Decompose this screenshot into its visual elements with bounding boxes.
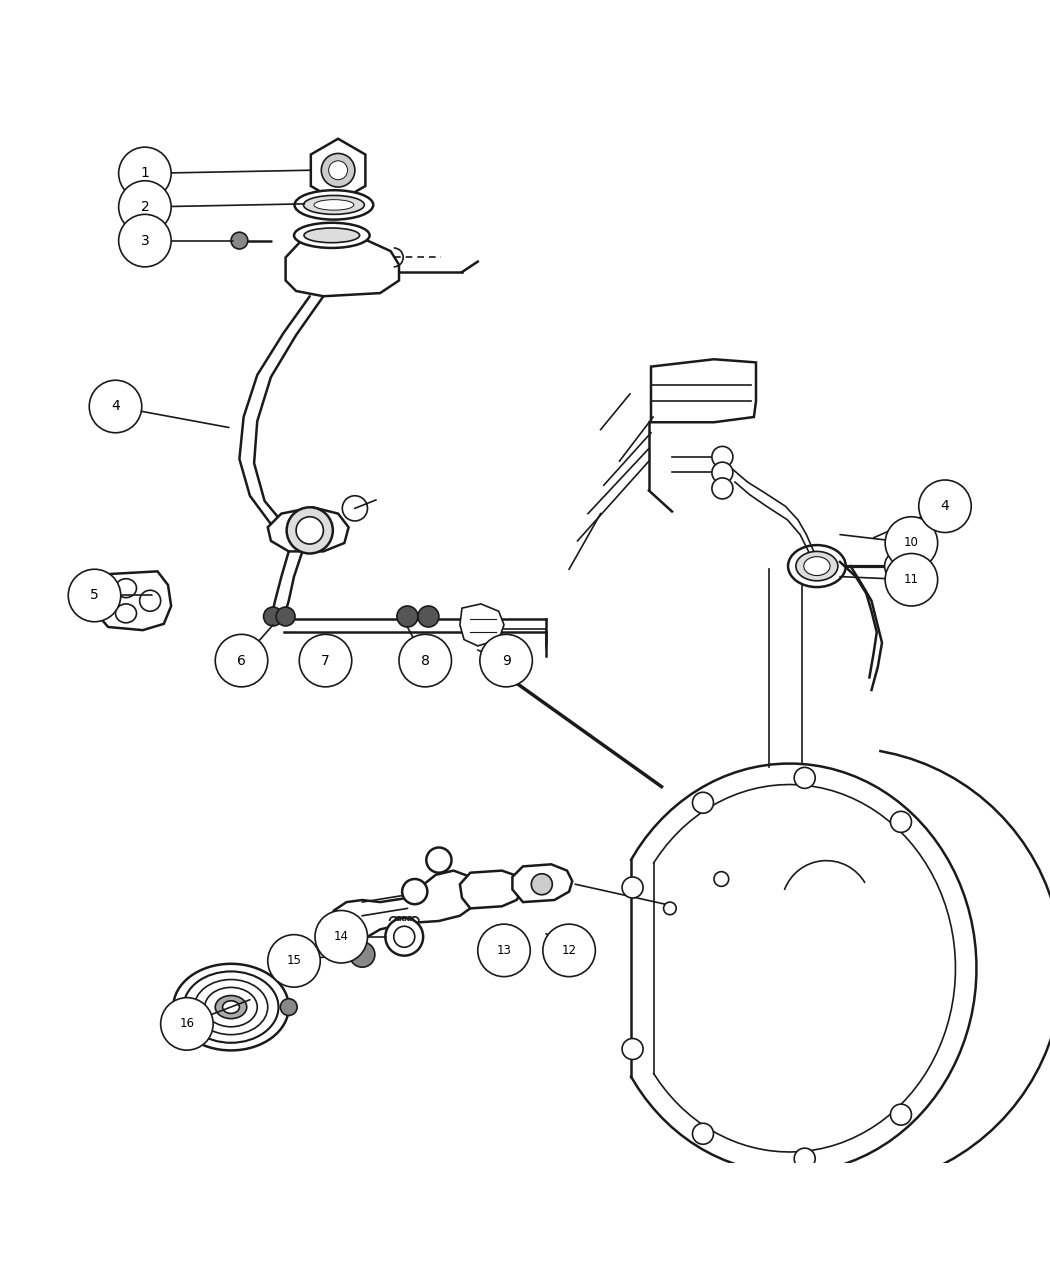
Circle shape xyxy=(402,878,427,904)
Polygon shape xyxy=(311,139,365,201)
Text: 15: 15 xyxy=(287,955,301,968)
Circle shape xyxy=(399,635,452,687)
Polygon shape xyxy=(94,571,171,630)
Circle shape xyxy=(315,910,368,963)
Circle shape xyxy=(622,1039,643,1060)
Ellipse shape xyxy=(314,200,354,210)
Circle shape xyxy=(342,496,368,521)
Text: 2: 2 xyxy=(141,200,149,214)
Circle shape xyxy=(140,590,161,611)
Circle shape xyxy=(693,1123,714,1144)
Circle shape xyxy=(350,942,375,968)
Circle shape xyxy=(478,924,530,977)
Ellipse shape xyxy=(194,979,268,1035)
Ellipse shape xyxy=(294,223,370,247)
Circle shape xyxy=(268,935,320,987)
Circle shape xyxy=(280,998,297,1015)
Text: 9: 9 xyxy=(502,654,510,668)
Circle shape xyxy=(321,153,355,187)
Circle shape xyxy=(276,607,295,626)
Text: 4: 4 xyxy=(941,500,949,514)
Circle shape xyxy=(394,926,415,947)
Polygon shape xyxy=(268,507,349,551)
Text: 7: 7 xyxy=(321,654,330,668)
Circle shape xyxy=(68,569,121,622)
Text: 6: 6 xyxy=(237,654,246,668)
Circle shape xyxy=(231,232,248,249)
Circle shape xyxy=(885,553,938,606)
Ellipse shape xyxy=(184,972,278,1043)
Circle shape xyxy=(531,873,552,895)
Ellipse shape xyxy=(173,964,289,1051)
Polygon shape xyxy=(286,241,399,296)
Circle shape xyxy=(329,161,348,180)
Ellipse shape xyxy=(294,190,374,219)
Circle shape xyxy=(119,147,171,200)
Ellipse shape xyxy=(303,195,364,214)
Ellipse shape xyxy=(184,972,278,1043)
Text: 13: 13 xyxy=(497,944,511,958)
Text: 4: 4 xyxy=(111,399,120,413)
Polygon shape xyxy=(460,871,523,908)
Polygon shape xyxy=(651,360,756,422)
Text: 10: 10 xyxy=(904,537,919,550)
Circle shape xyxy=(287,507,333,553)
Ellipse shape xyxy=(215,996,247,1019)
Circle shape xyxy=(890,1104,911,1125)
Circle shape xyxy=(712,462,733,483)
Circle shape xyxy=(264,607,282,626)
Circle shape xyxy=(119,214,171,266)
Circle shape xyxy=(712,446,733,468)
Circle shape xyxy=(119,181,171,233)
Circle shape xyxy=(794,1148,815,1169)
Circle shape xyxy=(714,872,729,886)
Ellipse shape xyxy=(205,987,257,1026)
Circle shape xyxy=(890,811,911,833)
Ellipse shape xyxy=(194,979,268,1035)
Ellipse shape xyxy=(796,551,838,581)
Circle shape xyxy=(418,606,439,627)
Text: 14: 14 xyxy=(334,931,349,944)
Ellipse shape xyxy=(788,546,846,587)
Circle shape xyxy=(664,903,676,914)
Circle shape xyxy=(397,606,418,627)
Text: 3: 3 xyxy=(141,233,149,247)
Circle shape xyxy=(385,918,423,956)
Circle shape xyxy=(426,848,452,872)
Polygon shape xyxy=(460,604,504,646)
Circle shape xyxy=(712,478,733,499)
Ellipse shape xyxy=(116,579,136,598)
Circle shape xyxy=(794,768,815,788)
Text: 8: 8 xyxy=(421,654,429,668)
Circle shape xyxy=(215,635,268,687)
Circle shape xyxy=(543,924,595,977)
Text: 16: 16 xyxy=(180,1017,194,1030)
Circle shape xyxy=(885,516,938,569)
Text: 11: 11 xyxy=(904,574,919,586)
Ellipse shape xyxy=(223,1001,239,1014)
Ellipse shape xyxy=(304,228,359,242)
Circle shape xyxy=(693,792,714,813)
Ellipse shape xyxy=(804,557,831,575)
Circle shape xyxy=(919,479,971,533)
Text: 1: 1 xyxy=(141,167,149,180)
Text: 5: 5 xyxy=(90,589,99,603)
Circle shape xyxy=(299,635,352,687)
Polygon shape xyxy=(512,864,572,903)
Circle shape xyxy=(480,635,532,687)
Polygon shape xyxy=(328,871,481,944)
Circle shape xyxy=(161,997,213,1051)
Ellipse shape xyxy=(884,555,901,578)
Ellipse shape xyxy=(116,604,136,622)
Circle shape xyxy=(89,380,142,432)
Circle shape xyxy=(622,877,643,898)
Text: 12: 12 xyxy=(562,944,576,958)
Circle shape xyxy=(296,516,323,544)
